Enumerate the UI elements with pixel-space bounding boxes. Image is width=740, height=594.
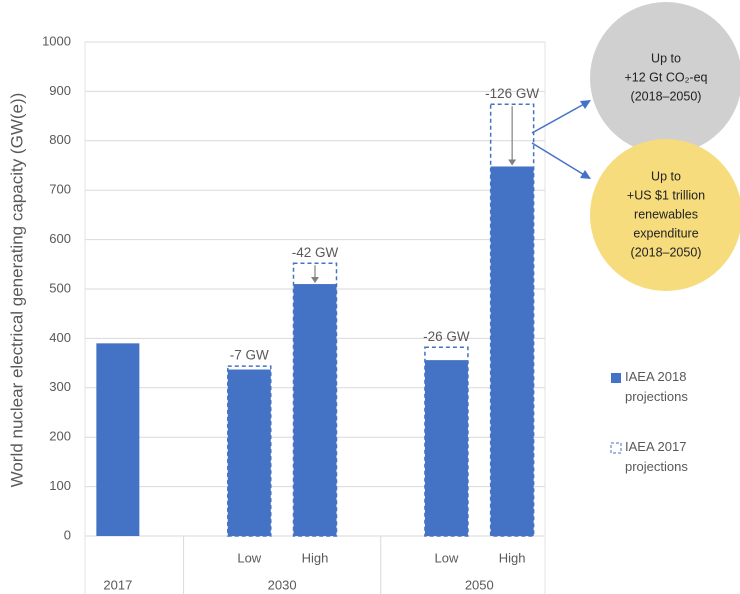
x-tick-label: Low	[434, 550, 458, 565]
callout-text: +12 Gt CO₂-eq	[624, 70, 707, 84]
callout-arrow-head	[580, 170, 591, 179]
group-label: 2050	[465, 577, 494, 592]
bar	[96, 343, 140, 536]
bar	[227, 365, 272, 537]
legend-label: IAEA 2018 projections	[625, 369, 688, 404]
callout-arrow	[531, 142, 587, 177]
y-tick-label: 300	[49, 379, 71, 394]
y-tick-label: 500	[49, 280, 71, 295]
bar	[490, 166, 534, 536]
bar	[489, 103, 535, 537]
y-tick-label: 0	[64, 527, 71, 542]
callout-text: Up to	[651, 51, 681, 65]
group-label: 2017	[103, 577, 132, 592]
callout-circle	[590, 139, 740, 291]
y-tick-label: 700	[49, 182, 71, 197]
change-label: -42 GW	[292, 245, 339, 260]
bar	[424, 346, 469, 537]
group-label: 2030	[268, 577, 297, 592]
callout-text: (2018–2050)	[631, 89, 702, 103]
legend-line: projections	[625, 459, 688, 474]
callout-text: (2018–2050)	[631, 245, 702, 259]
callouts: Up to +12 Gt CO₂-eq (2018–2050) Up to +US $1…	[590, 2, 740, 291]
legend-line: IAEA 2017	[625, 439, 686, 454]
y-tick-label: 1000	[42, 33, 71, 48]
change-label: -7 GW	[230, 348, 269, 363]
y-tick-label: 900	[49, 83, 71, 98]
bar	[292, 262, 338, 537]
callout-text: +US $1 trillion	[627, 188, 705, 202]
change-label: -26 GW	[423, 329, 470, 344]
callout-arrow	[531, 102, 587, 134]
y-tick-label: 100	[49, 478, 71, 493]
callout-text: Up to	[651, 169, 681, 183]
bar	[424, 360, 468, 536]
x-tick-label: High	[302, 550, 329, 565]
callout-text: expenditure	[633, 226, 698, 240]
y-tick-label: 200	[49, 429, 71, 444]
change-arrow-head	[311, 277, 319, 284]
y-tick-label: 400	[49, 330, 71, 345]
x-tick-label: High	[499, 550, 526, 565]
bar	[293, 284, 337, 536]
change-label: -126 GW	[485, 86, 539, 101]
legend-label: IAEA 2017 projections	[625, 439, 688, 474]
change-arrow-head	[508, 159, 517, 166]
bar	[227, 369, 271, 536]
legend-swatch	[610, 442, 622, 454]
x-tick-label: Low	[237, 550, 261, 565]
legend-line: IAEA 2018	[625, 369, 686, 384]
legend-swatch	[611, 373, 621, 383]
legend-line: projections	[625, 389, 688, 404]
callout-arrow-head	[580, 100, 591, 109]
y-tick-label: 800	[49, 132, 71, 147]
y-axis-label: World nuclear electrical generating capa…	[7, 93, 26, 488]
callout-text: renewables	[634, 207, 698, 221]
y-tick-label: 600	[49, 231, 71, 246]
callout-circle	[590, 2, 740, 154]
